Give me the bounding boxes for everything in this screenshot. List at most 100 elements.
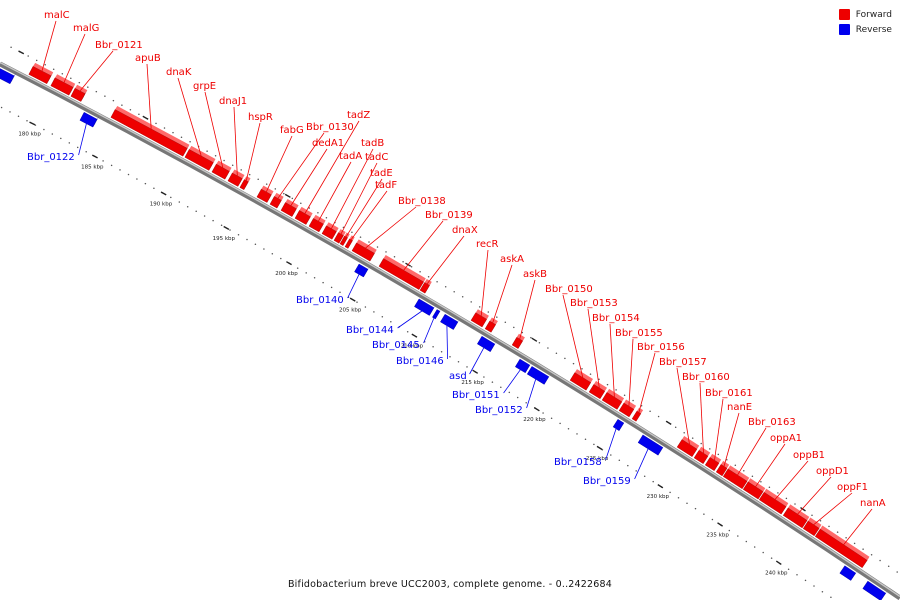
leader-Bbr_0140 — [347, 274, 360, 299]
legend: Forward Reverse — [838, 7, 892, 37]
gene-asd[interactable] — [477, 335, 498, 352]
scale-tick-label: 185 kbp — [81, 165, 104, 171]
gene-dnaK[interactable] — [184, 145, 216, 171]
scale-tick-label: 205 kbp — [339, 308, 362, 314]
gene-label-Bbr_0160: Bbr_0160 — [682, 372, 730, 383]
gene-Bbr_0146[interactable] — [440, 313, 461, 330]
gene-label-Bbr_0122: Bbr_0122 — [27, 152, 75, 163]
label-leaders — [41, 20, 873, 545]
gene-askA[interactable] — [484, 317, 498, 333]
gene-label-malG: malG — [73, 23, 99, 34]
gene-Bbr_0121[interactable] — [70, 84, 88, 102]
gene-Bbr_0151[interactable] — [515, 358, 533, 374]
gene-fabG[interactable] — [256, 185, 274, 203]
gene-label-Bbr_0161: Bbr_0161 — [705, 388, 753, 399]
leader-Bbr_0155 — [628, 338, 634, 407]
leader-askB — [519, 279, 536, 340]
leader-tadZ — [304, 120, 360, 214]
gene-tadC[interactable] — [333, 229, 346, 244]
gene-grpE[interactable] — [211, 160, 232, 180]
scale-tick-label: 235 kbp — [706, 532, 729, 538]
leader-Bbr_0145 — [423, 317, 435, 344]
leader-Bbr_0163 — [737, 427, 767, 476]
gene-label-askB: askB — [523, 269, 547, 280]
gene-label-oppB1: oppB1 — [793, 450, 825, 461]
leader-Bbr_0156 — [638, 352, 656, 413]
leader-hspR — [245, 122, 261, 181]
genome-caption: Bifidobacterium breve UCC2003, complete … — [287, 579, 613, 590]
forward-swatch — [838, 9, 850, 20]
gene-Bbr_0157[interactable] — [676, 436, 700, 457]
leader-nanA — [843, 508, 873, 545]
scale-tick — [657, 484, 664, 489]
gene-malC[interactable] — [28, 62, 54, 84]
gene-Bbr_0122[interactable] — [79, 112, 100, 128]
leader-nanE — [723, 412, 740, 467]
leader-Bbr_0146 — [446, 325, 448, 360]
gene-nanE[interactable] — [715, 460, 730, 477]
gene-dnaJ1[interactable] — [227, 169, 245, 187]
gene-hspR[interactable] — [239, 176, 251, 190]
scale-tick — [717, 522, 723, 527]
leader-tadE — [345, 178, 383, 238]
scale-tick-label: 215 kbp — [461, 380, 484, 386]
scale-tick — [411, 333, 418, 338]
scale-tick-label: 180 kbp — [18, 132, 41, 138]
gene-features — [0, 62, 888, 600]
gene-Bbr_0144[interactable] — [414, 298, 437, 316]
gene-recR[interactable] — [470, 309, 489, 328]
reverse-swatch — [838, 24, 850, 35]
gene-Bbr_0160[interactable] — [693, 446, 711, 464]
gene-unlabeled[interactable] — [862, 580, 888, 600]
gene-Bbr_0158[interactable] — [612, 419, 627, 431]
gene-Bbr_0140[interactable] — [354, 263, 371, 278]
leader-dnaX — [426, 235, 465, 285]
gene-Bbr_0138[interactable] — [351, 239, 377, 262]
scale-tick-label: 210 kbp — [401, 344, 424, 350]
leader-Bbr_0152 — [526, 379, 537, 409]
scale-tick-label: 240 kbp — [765, 571, 788, 577]
gene-label-Bbr_0163: Bbr_0163 — [748, 417, 796, 428]
leader-askA — [492, 264, 513, 323]
gene-Bbr_0150[interactable] — [569, 369, 593, 391]
leader-Bbr_0151 — [503, 369, 521, 394]
gene-label-Bbr_0156: Bbr_0156 — [637, 342, 685, 353]
gene-label-oppD1: oppD1 — [816, 466, 849, 477]
scale-tick — [533, 407, 540, 412]
gene-Bbr_0156[interactable] — [631, 407, 644, 422]
gene-label-hspR: hspR — [248, 112, 273, 123]
gene-label-malC: malC — [44, 10, 70, 21]
gene-tadF[interactable] — [344, 235, 355, 249]
gene-Bbr_0130[interactable] — [269, 192, 284, 209]
scale-tick — [596, 445, 603, 451]
gene-unlabeled[interactable] — [0, 68, 17, 85]
gene-label-Bbr_0146: Bbr_0146 — [396, 356, 444, 367]
gene-Bbr_0161[interactable] — [704, 453, 722, 471]
gene-label-dedA1: dedA1 — [312, 138, 344, 149]
leader-grpE — [204, 91, 224, 168]
gene-Bbr_0152[interactable] — [526, 366, 552, 385]
gene-oppF1[interactable] — [802, 517, 822, 537]
gene-Bbr_0154[interactable] — [601, 388, 625, 410]
gene-Bbr_0153[interactable] — [588, 380, 607, 400]
gene-label-fabG: fabG — [280, 125, 304, 136]
gene-Bbr_0159[interactable] — [637, 434, 666, 456]
gene-label-asd: asd — [449, 371, 467, 382]
leader-oppF1 — [813, 492, 853, 526]
gene-askB[interactable] — [511, 333, 525, 349]
gene-apuB[interactable] — [110, 106, 190, 157]
gene-Bbr_0145[interactable] — [432, 307, 443, 320]
gene-unlabeled[interactable] — [839, 565, 858, 581]
gene-label-dnaX: dnaX — [452, 225, 478, 236]
leader-Bbr_0157 — [676, 367, 690, 445]
leader-dnaJ1 — [233, 106, 238, 176]
leader-Bbr_0154 — [609, 323, 615, 398]
leader-Bbr_0159 — [634, 448, 649, 480]
genome-backbone — [0, 61, 900, 600]
scale-tick — [349, 297, 356, 302]
legend-label-forward: Forward — [855, 9, 892, 20]
scale-tick — [775, 560, 782, 565]
gene-Bbr_0155[interactable] — [618, 399, 637, 418]
scale-tick-label: 195 kbp — [213, 236, 236, 242]
